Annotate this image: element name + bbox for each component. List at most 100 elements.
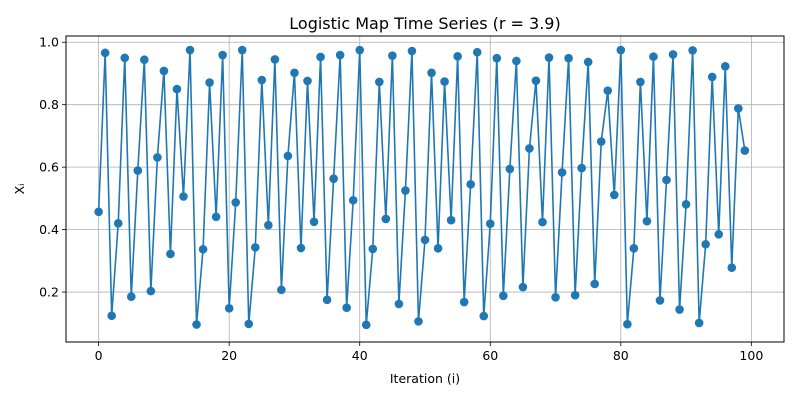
data-point [479, 311, 489, 321]
data-point [629, 244, 639, 253]
data-point [361, 320, 371, 330]
data-point [636, 77, 645, 87]
data-point [544, 53, 554, 62]
data-point [459, 297, 469, 307]
chart-title: Logistic Map Time Series (r = 3.9) [289, 14, 560, 33]
data-point [492, 53, 502, 63]
data-point [485, 219, 495, 228]
data-point [551, 293, 560, 302]
data-point [211, 212, 221, 222]
data-point [596, 137, 606, 146]
data-point [394, 299, 404, 309]
data-point [264, 220, 273, 230]
data-point [224, 303, 234, 313]
data-point [277, 285, 286, 295]
data-point [740, 146, 750, 155]
data-point [159, 66, 169, 76]
x-axis-label: Iteration (i) [390, 371, 460, 386]
data-point [564, 53, 573, 63]
data-point [583, 57, 593, 67]
data-point [649, 52, 658, 61]
x-tick-label: 20 [221, 348, 237, 363]
data-point [472, 47, 482, 57]
data-point [231, 198, 241, 207]
data-point [518, 282, 528, 292]
data-point [166, 249, 175, 259]
data-point [701, 239, 710, 249]
data-point [525, 144, 534, 153]
data-point [120, 53, 130, 63]
data-point [309, 217, 319, 227]
data-point [616, 45, 626, 55]
data-point [538, 217, 547, 227]
data-point [681, 200, 691, 209]
data-point [453, 51, 462, 61]
x-tick-label: 60 [482, 348, 498, 363]
series-line [97, 49, 746, 326]
data-point [172, 84, 182, 94]
data-point [257, 75, 267, 85]
y-tick-label: 0.2 [39, 285, 59, 300]
data-point [727, 263, 737, 272]
data-point [126, 292, 136, 302]
data-point [329, 174, 338, 183]
data-point [531, 76, 541, 85]
y-tick-label: 1.0 [39, 35, 59, 50]
data-point [609, 190, 619, 200]
data-point [388, 51, 397, 60]
x-tick-label: 40 [352, 348, 368, 363]
data-point [714, 229, 724, 239]
data-point [720, 61, 730, 71]
data-point [205, 78, 214, 87]
x-tick-label: 0 [95, 348, 103, 363]
x-tick-label: 100 [739, 348, 763, 363]
y-tick-label: 0.8 [39, 97, 59, 112]
ticks: 0 20 40 60 80 100 0.2 0.4 0.6 0.8 1.0 [39, 35, 763, 363]
data-point [290, 68, 299, 78]
data-point [355, 45, 365, 55]
data-point [427, 68, 436, 78]
data-point [381, 214, 391, 224]
data-point [146, 286, 156, 296]
data-point [433, 244, 443, 253]
data-point [218, 50, 227, 60]
data-point [734, 104, 743, 113]
data-point [557, 168, 567, 177]
data-point [414, 317, 423, 326]
data-point [446, 215, 456, 225]
data-point [283, 151, 293, 161]
data-point [107, 311, 116, 321]
data-point [512, 56, 521, 66]
data-point [499, 291, 508, 301]
data-point [250, 243, 260, 252]
data-point [316, 52, 325, 62]
data-point [185, 45, 195, 55]
data-point [100, 48, 110, 58]
data-point [348, 195, 358, 205]
data-point [420, 235, 430, 245]
data-point [623, 319, 632, 329]
y-tick-label: 0.4 [39, 222, 59, 237]
data-point [577, 163, 586, 173]
data-point [198, 244, 208, 254]
data-point [642, 216, 652, 226]
data-point [342, 303, 351, 312]
data-point [192, 320, 201, 329]
x-tick-label: 80 [613, 348, 629, 363]
data-point [368, 244, 378, 254]
data-point [296, 243, 306, 253]
data-point [244, 319, 254, 329]
data-point [270, 55, 280, 64]
data-point [407, 46, 417, 56]
data-point [153, 153, 162, 162]
data-point [688, 46, 697, 55]
data-point [322, 295, 332, 305]
data-point [375, 77, 384, 87]
data-point [401, 186, 410, 195]
data-point [590, 279, 600, 289]
data-point [466, 180, 475, 189]
data-point [694, 318, 704, 328]
data-point [603, 86, 613, 95]
